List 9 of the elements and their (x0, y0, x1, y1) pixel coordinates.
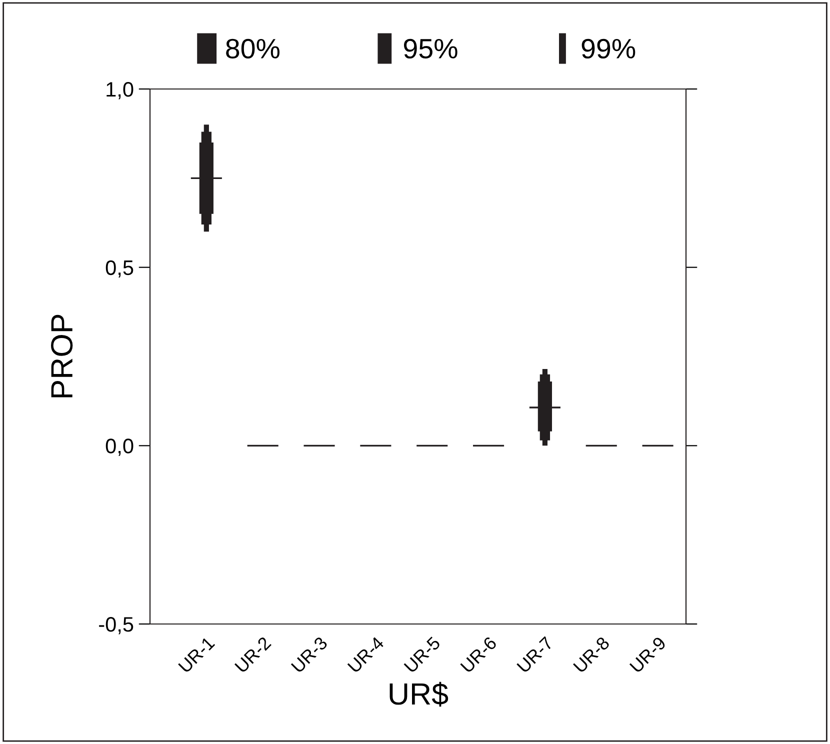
y-axis-title: PROP (51, 314, 73, 398)
legend-label: 95% (404, 38, 458, 59)
y-tick-label: 0,0 (106, 438, 134, 456)
legend-label: 99% (582, 38, 636, 59)
y-tick-label: 0,5 (106, 260, 134, 278)
y-tick-label: -0,5 (99, 617, 134, 634)
y-tick-label: 1,0 (106, 82, 134, 100)
x-axis-title: UR$ (390, 682, 448, 707)
legend-label: 80% (226, 38, 280, 59)
